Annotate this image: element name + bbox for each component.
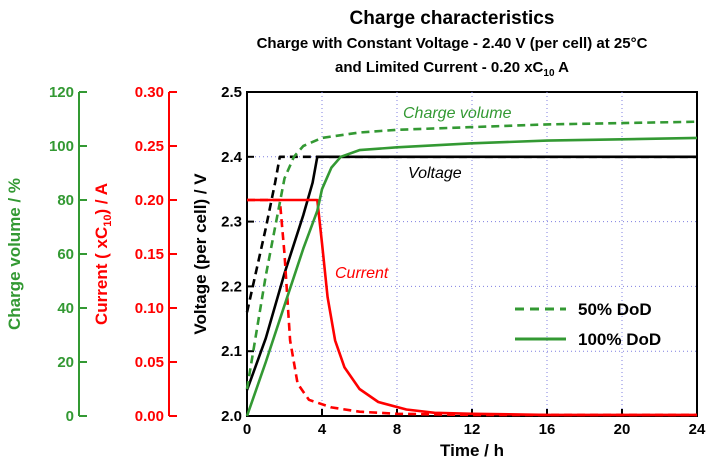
chart-subtitle-1: Charge with Constant Voltage - 2.40 V (p… bbox=[257, 35, 648, 52]
current-tick-label: 0.00 bbox=[135, 408, 164, 425]
x-tick-label: 24 bbox=[689, 421, 706, 438]
voltage-tick-label: 2.5 bbox=[221, 84, 242, 101]
charge-volume-tick-label: 80 bbox=[57, 192, 74, 209]
charge-volume-axis: 0 20 40 60 80 100 120 bbox=[49, 84, 87, 425]
chart-subtitle-2: and Limited Current - 0.20 xC10 A bbox=[335, 59, 569, 79]
x-axis-label: Time / h bbox=[440, 441, 504, 460]
current-tick-label: 0.10 bbox=[135, 300, 164, 317]
legend-label-50-dod: 50% DoD bbox=[578, 300, 652, 319]
legend: 50% DoD 100% DoD bbox=[515, 300, 661, 349]
x-tick-label: 16 bbox=[539, 421, 556, 438]
x-tick-label: 0 bbox=[243, 421, 251, 438]
voltage-annotation: Voltage bbox=[408, 165, 462, 182]
x-tick-label: 4 bbox=[318, 421, 327, 438]
legend-label-100-dod: 100% DoD bbox=[578, 330, 661, 349]
voltage-tick-label: 2.0 bbox=[221, 408, 242, 425]
x-tick-label: 12 bbox=[464, 421, 481, 438]
x-axis: 0 4 8 12 16 20 24 bbox=[243, 409, 706, 438]
voltage-tick-label: 2.2 bbox=[221, 278, 242, 295]
voltage-axis-label: Voltage (per cell) / V bbox=[191, 173, 210, 335]
current-axis-label: Current ( xC10) / A bbox=[92, 183, 114, 325]
current-axis: 0.00 0.05 0.10 0.15 0.20 0.25 0.30 bbox=[135, 84, 177, 425]
charge-volume-tick-label: 20 bbox=[57, 354, 74, 371]
series-lines bbox=[245, 120, 698, 417]
current-tick-label: 0.15 bbox=[135, 246, 164, 263]
current-50-dod-line bbox=[247, 198, 697, 417]
charge-volume-tick-label: 60 bbox=[57, 246, 74, 263]
voltage-axis: 2.0 2.1 2.2 2.3 2.4 2.5 bbox=[221, 84, 254, 425]
current-100-dod-line bbox=[247, 198, 697, 417]
current-tick-label: 0.30 bbox=[135, 84, 164, 101]
x-tick-label: 20 bbox=[614, 421, 631, 438]
current-tick-label: 0.25 bbox=[135, 138, 164, 155]
charge-volume-tick-label: 40 bbox=[57, 300, 74, 317]
current-tick-label: 0.20 bbox=[135, 192, 164, 209]
voltage-100-dod-line bbox=[245, 155, 697, 391]
voltage-50-dod-line bbox=[245, 155, 697, 313]
charge-volume-tick-label: 100 bbox=[49, 138, 74, 155]
voltage-tick-label: 2.3 bbox=[221, 214, 242, 231]
charge-volume-50-dod-line bbox=[245, 120, 698, 390]
charge-volume-tick-label: 0 bbox=[66, 408, 74, 425]
x-tick-label: 8 bbox=[393, 421, 401, 438]
charge-volume-axis-label: Charge volume / % bbox=[5, 178, 24, 330]
voltage-tick-label: 2.4 bbox=[221, 149, 243, 166]
charge-volume-tick-label: 120 bbox=[49, 84, 74, 101]
charge-volume-100-dod-line bbox=[245, 136, 698, 417]
current-tick-label: 0.05 bbox=[135, 354, 164, 371]
charge-volume-annotation: Charge volume bbox=[403, 105, 512, 122]
voltage-tick-label: 2.1 bbox=[221, 343, 242, 360]
current-annotation: Current bbox=[335, 265, 389, 282]
chart-title: Charge characteristics bbox=[350, 8, 555, 29]
